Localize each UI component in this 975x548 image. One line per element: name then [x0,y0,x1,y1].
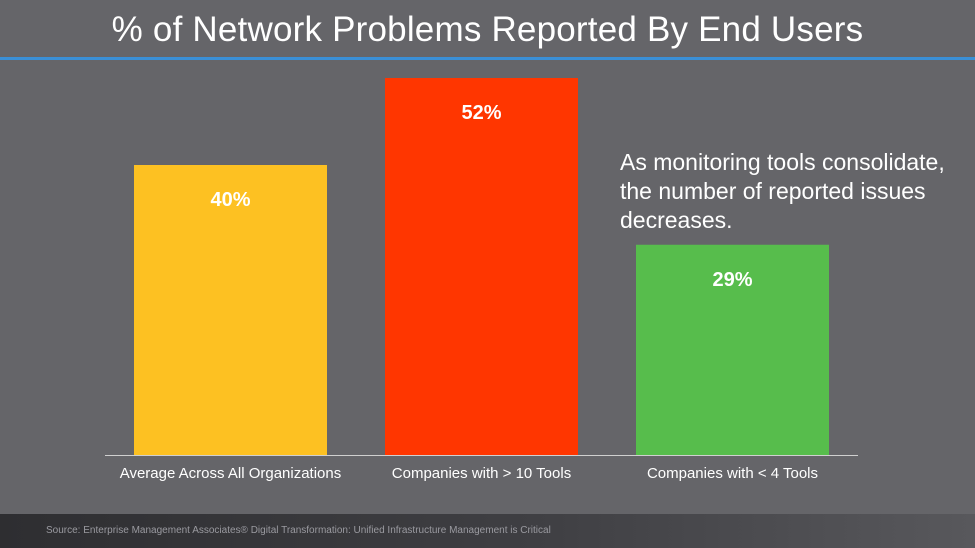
title-rule [0,57,975,60]
category-label-2: Companies with > 10 Tools [392,465,571,482]
category-labels-group: Average Across All Organizations Companie… [120,465,818,482]
bar-value-label-2: 52% [461,102,501,124]
bar-3 [636,244,829,455]
footer-bar: Source: Enterprise Management Associates… [0,514,975,548]
bar-2 [385,78,578,455]
chart-annotation: As monitoring tools consolidate, the num… [620,149,945,233]
bar-1 [134,165,327,455]
slide-title: % of Network Problems Reported By End Us… [111,10,864,49]
category-label-1: Average Across All Organizations [120,465,342,482]
category-label-3: Companies with < 4 Tools [647,465,818,482]
source-citation: Source: Enterprise Management Associates… [46,525,551,536]
bar-value-label-1: 40% [210,189,250,211]
bar-value-label-3: 29% [712,269,752,291]
bars-group [134,78,829,455]
value-labels-group: 40% 52% 29% [210,102,752,291]
